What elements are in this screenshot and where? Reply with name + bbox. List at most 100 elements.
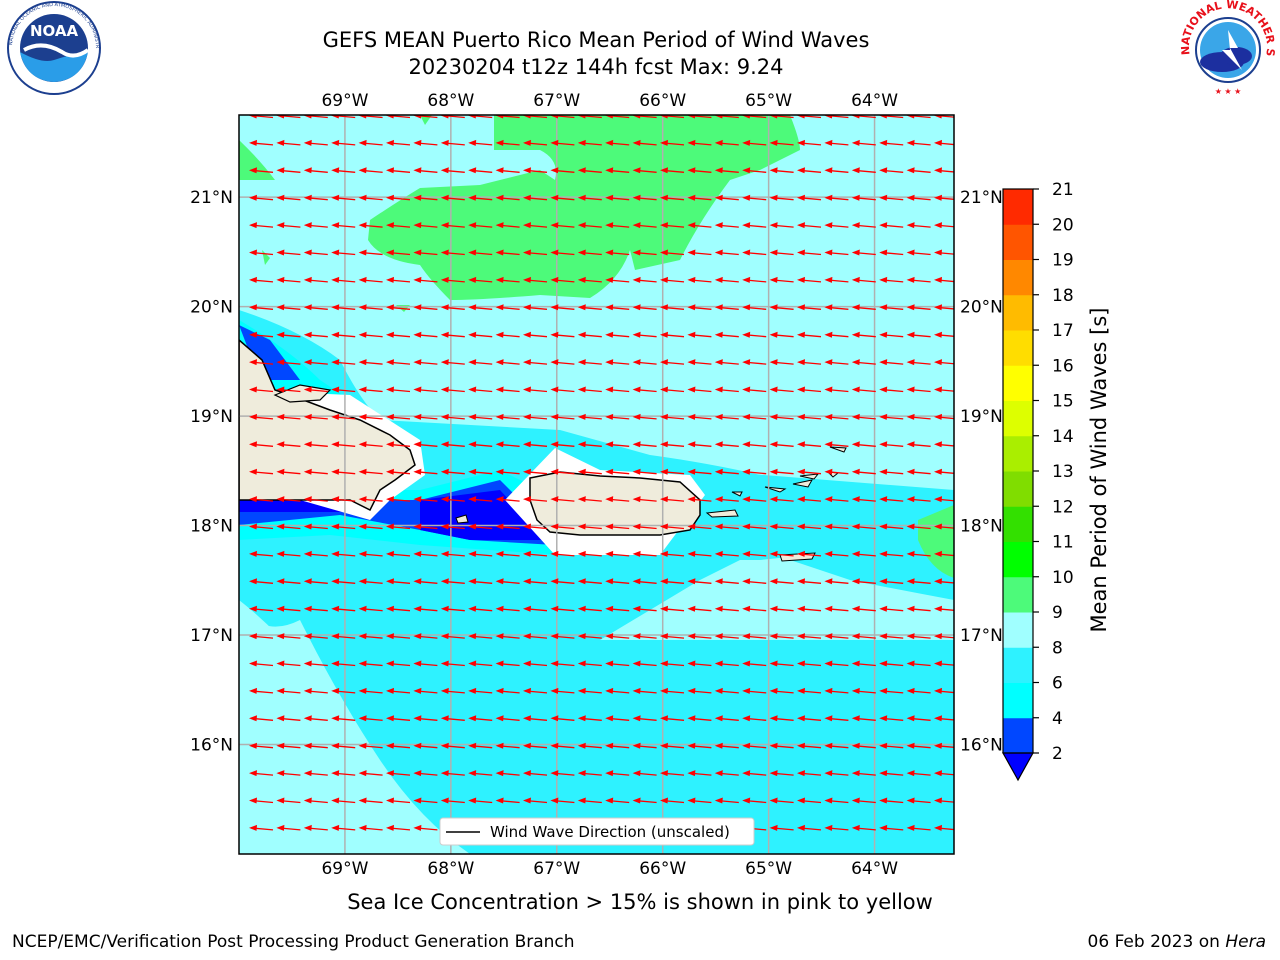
wind-wave-arrow	[577, 386, 602, 393]
lon-label-top: 66°W	[639, 91, 686, 111]
wind-wave-arrow	[249, 496, 274, 503]
wind-wave-arrow	[249, 413, 274, 420]
wind-wave-arrow	[577, 115, 602, 119]
colorbar-segment	[1003, 189, 1033, 225]
wind-wave-arrow	[687, 496, 712, 503]
wind-wave-arrow	[660, 578, 685, 585]
wind-wave-arrow	[276, 687, 301, 694]
wind-wave-arrow	[468, 742, 493, 749]
wind-wave-arrow	[906, 770, 931, 777]
wind-wave-arrow	[660, 523, 685, 530]
wind-wave-arrow	[303, 660, 328, 667]
wind-wave-arrow	[797, 441, 822, 448]
lat-label-right: 17°N	[960, 626, 1003, 646]
wind-wave-arrow	[249, 523, 274, 530]
lat-label-right: 18°N	[960, 517, 1003, 537]
wind-wave-arrow	[276, 194, 301, 201]
map-subtitle: 20230204 t12z 144h fcst Max: 9.24	[408, 55, 784, 79]
wind-wave-arrow	[879, 578, 904, 585]
wind-wave-arrow	[769, 359, 794, 366]
wind-wave-arrow	[687, 660, 712, 667]
wind-wave-arrow	[605, 496, 630, 503]
wind-wave-arrow	[632, 550, 657, 557]
wind-wave-arrow	[632, 304, 657, 311]
colorbar-underflow	[1001, 752, 1035, 782]
wind-wave-arrow	[742, 523, 767, 530]
wind-wave-arrow	[386, 304, 411, 311]
wind-wave-arrow	[249, 468, 274, 475]
wind-wave-arrow	[440, 496, 465, 503]
wind-wave-arrow	[523, 167, 548, 174]
colorbar-segment	[1003, 259, 1033, 296]
wind-wave-arrow	[714, 496, 739, 503]
wind-wave-arrow	[249, 660, 274, 667]
wind-wave-arrow	[934, 115, 954, 119]
wind-wave-arrow	[386, 359, 411, 366]
wind-wave-arrow	[413, 715, 438, 722]
puerto-rico-land	[529, 471, 701, 536]
wind-wave-arrow	[331, 605, 356, 612]
wind-wave-arrow	[769, 413, 794, 420]
wind-wave-arrow	[468, 715, 493, 722]
wind-wave-arrow	[605, 413, 630, 420]
wind-wave-arrow	[413, 115, 438, 119]
wind-wave-arrow	[934, 633, 954, 640]
wind-wave-arrow	[742, 742, 767, 749]
wind-wave-arrow	[276, 633, 301, 640]
wind-wave-arrow	[714, 359, 739, 366]
colorbar-tick-label: 15	[1052, 392, 1074, 412]
wind-wave-arrow	[495, 496, 520, 503]
wind-wave-arrow	[824, 167, 849, 174]
wind-wave-arrow	[495, 441, 520, 448]
wind-wave-arrow	[440, 523, 465, 530]
wind-wave-arrow	[632, 523, 657, 530]
wind-wave-arrow	[577, 331, 602, 338]
wind-wave-arrow	[879, 249, 904, 256]
wind-wave-arrow	[797, 249, 822, 256]
wind-wave-arrow	[276, 139, 301, 146]
wind-wave-arrow	[851, 222, 876, 229]
wind-wave-arrow	[358, 523, 383, 530]
wind-wave-arrow	[358, 715, 383, 722]
wind-wave-arrow	[605, 115, 630, 119]
wind-wave-arrow	[331, 386, 356, 393]
wind-wave-arrow	[249, 359, 274, 366]
wind-wave-arrow	[550, 797, 575, 804]
wind-wave-arrow	[386, 660, 411, 667]
wind-wave-arrow	[386, 523, 411, 530]
wind-wave-arrow	[687, 304, 712, 311]
footer-branch: NCEP/EMC/Verification Post Processing Pr…	[12, 932, 575, 952]
wind-wave-arrow	[660, 386, 685, 393]
wind-wave-arrow	[934, 715, 954, 722]
wind-wave-arrow	[331, 715, 356, 722]
wind-wave-arrow	[468, 496, 493, 503]
wind-wave-arrow	[331, 633, 356, 640]
wind-wave-arrow	[331, 167, 356, 174]
wind-wave-arrow	[413, 605, 438, 612]
wind-wave-arrow	[906, 468, 931, 475]
wind-wave-arrow	[440, 550, 465, 557]
wind-wave-arrow	[386, 550, 411, 557]
wind-wave-arrow	[605, 550, 630, 557]
wind-wave-arrow	[276, 578, 301, 585]
wind-wave-arrow	[550, 496, 575, 503]
wind-wave-arrow	[824, 115, 849, 119]
wind-wave-arrow	[249, 715, 274, 722]
wind-wave-arrow	[413, 687, 438, 694]
wind-wave-arrow	[303, 715, 328, 722]
wind-wave-arrow	[495, 550, 520, 557]
wind-wave-arrow	[495, 715, 520, 722]
wind-wave-arrow	[605, 222, 630, 229]
wind-wave-arrow	[495, 578, 520, 585]
wind-wave-arrow	[303, 167, 328, 174]
wind-wave-arrow	[797, 331, 822, 338]
colorbar-tick-label: 12	[1052, 497, 1074, 517]
wind-wave-arrow	[440, 194, 465, 201]
wind-wave-arrow	[358, 797, 383, 804]
wind-wave-arrow	[769, 441, 794, 448]
wind-wave-arrow	[934, 468, 954, 475]
wind-wave-arrow	[386, 687, 411, 694]
wind-wave-arrow	[523, 523, 548, 530]
colorbar-tick-label: 13	[1052, 462, 1074, 482]
wind-wave-arrow	[413, 550, 438, 557]
